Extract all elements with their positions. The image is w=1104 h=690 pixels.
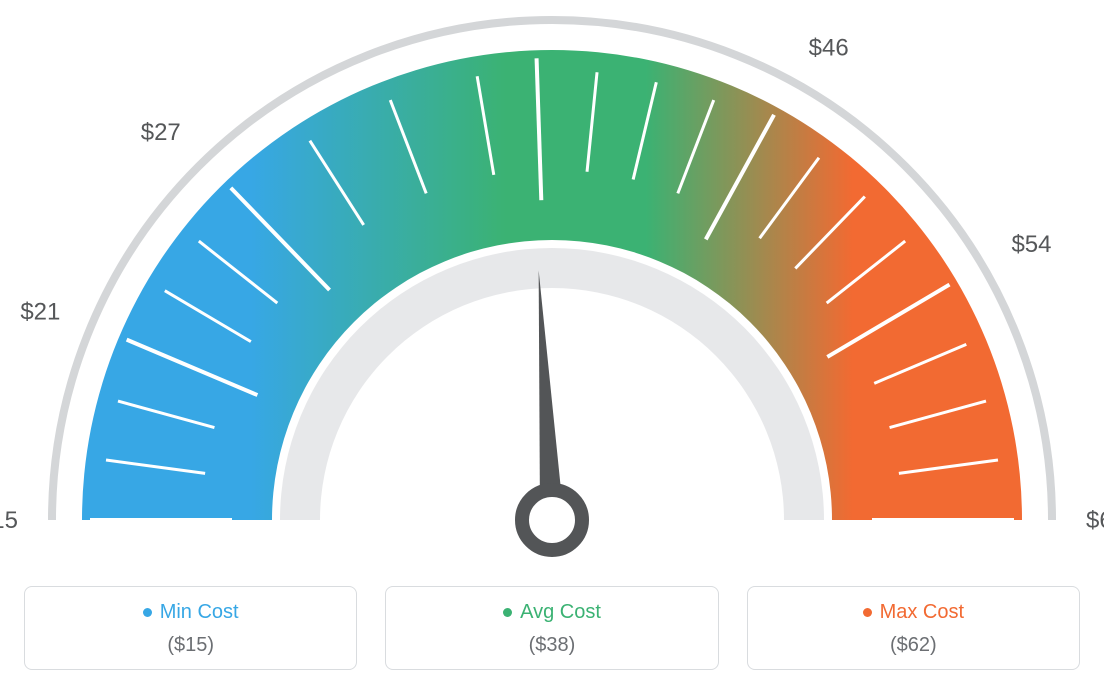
svg-text:$54: $54 [1011, 231, 1051, 258]
dot-icon [143, 608, 152, 617]
svg-text:$62: $62 [1086, 507, 1104, 534]
legend-label-min: Min Cost [143, 601, 239, 624]
legend-label-text: Avg Cost [520, 601, 601, 624]
legend-value-min: ($15) [37, 634, 344, 657]
dot-icon [503, 608, 512, 617]
legend-card-min: Min Cost ($15) [24, 586, 357, 670]
gauge-chart-container: $15$21$27$38$46$54$62 Min Cost ($15) Avg… [0, 0, 1104, 690]
svg-text:$21: $21 [20, 299, 60, 326]
legend-row: Min Cost ($15) Avg Cost ($38) Max Cost (… [0, 586, 1104, 670]
svg-text:$46: $46 [809, 35, 849, 62]
gauge-area: $15$21$27$38$46$54$62 [0, 0, 1104, 560]
legend-value-max: ($62) [760, 634, 1067, 657]
legend-card-max: Max Cost ($62) [747, 586, 1080, 670]
legend-value-avg: ($38) [398, 634, 705, 657]
gauge-svg: $15$21$27$38$46$54$62 [0, 0, 1104, 560]
svg-text:$27: $27 [141, 119, 181, 146]
dot-icon [863, 608, 872, 617]
legend-label-max: Max Cost [863, 601, 964, 624]
legend-label-avg: Avg Cost [503, 601, 601, 624]
legend-card-avg: Avg Cost ($38) [385, 586, 718, 670]
svg-text:$15: $15 [0, 507, 18, 534]
legend-label-text: Max Cost [880, 601, 964, 624]
legend-label-text: Min Cost [160, 601, 239, 624]
